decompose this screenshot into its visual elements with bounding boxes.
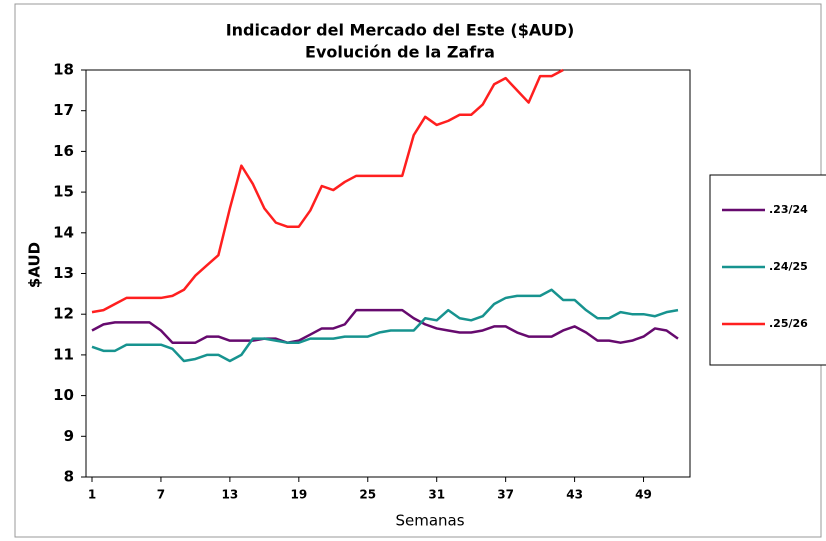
y-tick-label: 10 (53, 386, 74, 404)
y-tick-label: 8 (64, 468, 74, 486)
y-tick-label: 17 (53, 101, 74, 119)
legend-label: .25/26 (769, 317, 808, 330)
chart-title: Indicador del Mercado del Este ($AUD) (226, 21, 575, 40)
y-tick-label: 15 (53, 183, 74, 201)
legend-label: .23/24 (769, 203, 808, 216)
x-tick-label: 1 (88, 488, 96, 502)
y-axis-label: $AUD (26, 242, 44, 288)
legend-label: .24/25 (769, 260, 808, 273)
y-tick-label: 13 (53, 264, 74, 282)
y-tick-label: 11 (53, 345, 74, 363)
y-tick-label: 14 (53, 223, 74, 241)
x-tick-label: 25 (359, 488, 376, 502)
x-axis-label: Semanas (395, 512, 464, 530)
y-tick-label: 16 (53, 142, 74, 160)
x-tick-label: 37 (497, 488, 514, 502)
x-tick-label: 19 (290, 488, 307, 502)
x-tick-label: 13 (222, 488, 239, 502)
chart-subtitle: Evolución de la Zafra (305, 43, 495, 62)
x-tick-label: 31 (428, 488, 445, 502)
x-tick-label: 49 (635, 488, 652, 502)
x-tick-label: 43 (566, 488, 583, 502)
x-tick-label: 7 (157, 488, 165, 502)
legend-box (709, 174, 826, 366)
y-tick-label: 9 (64, 427, 74, 445)
y-tick-label: 12 (53, 305, 74, 323)
chart-frame (14, 3, 822, 538)
series-line (91, 308, 679, 344)
y-tick-label: 18 (53, 61, 74, 79)
series-line (91, 288, 679, 363)
series-line (91, 68, 564, 314)
plot-area (85, 69, 691, 478)
